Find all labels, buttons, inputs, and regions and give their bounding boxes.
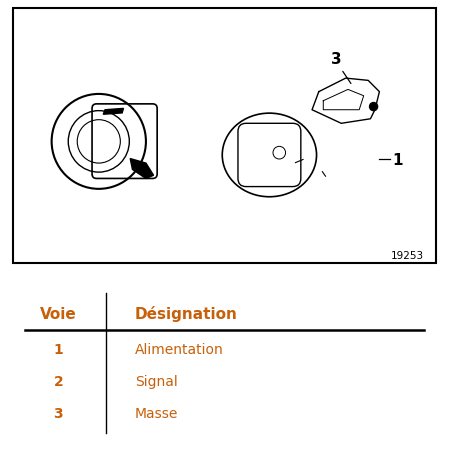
Text: Voie: Voie [40, 306, 77, 321]
Text: 19253: 19253 [391, 251, 424, 261]
Text: Alimentation: Alimentation [135, 343, 224, 356]
Text: Désignation: Désignation [135, 305, 238, 322]
Text: 3: 3 [53, 407, 63, 420]
Text: 1: 1 [392, 152, 402, 168]
Text: Signal: Signal [135, 374, 177, 388]
Bar [13, 9, 436, 264]
Polygon shape [130, 159, 154, 179]
Text: 3: 3 [331, 52, 342, 67]
Text: 1: 1 [53, 343, 63, 356]
Text: Masse: Masse [135, 407, 178, 420]
Circle shape [370, 103, 378, 111]
Text: 2: 2 [53, 374, 63, 388]
Polygon shape [312, 79, 379, 124]
Polygon shape [103, 109, 123, 115]
